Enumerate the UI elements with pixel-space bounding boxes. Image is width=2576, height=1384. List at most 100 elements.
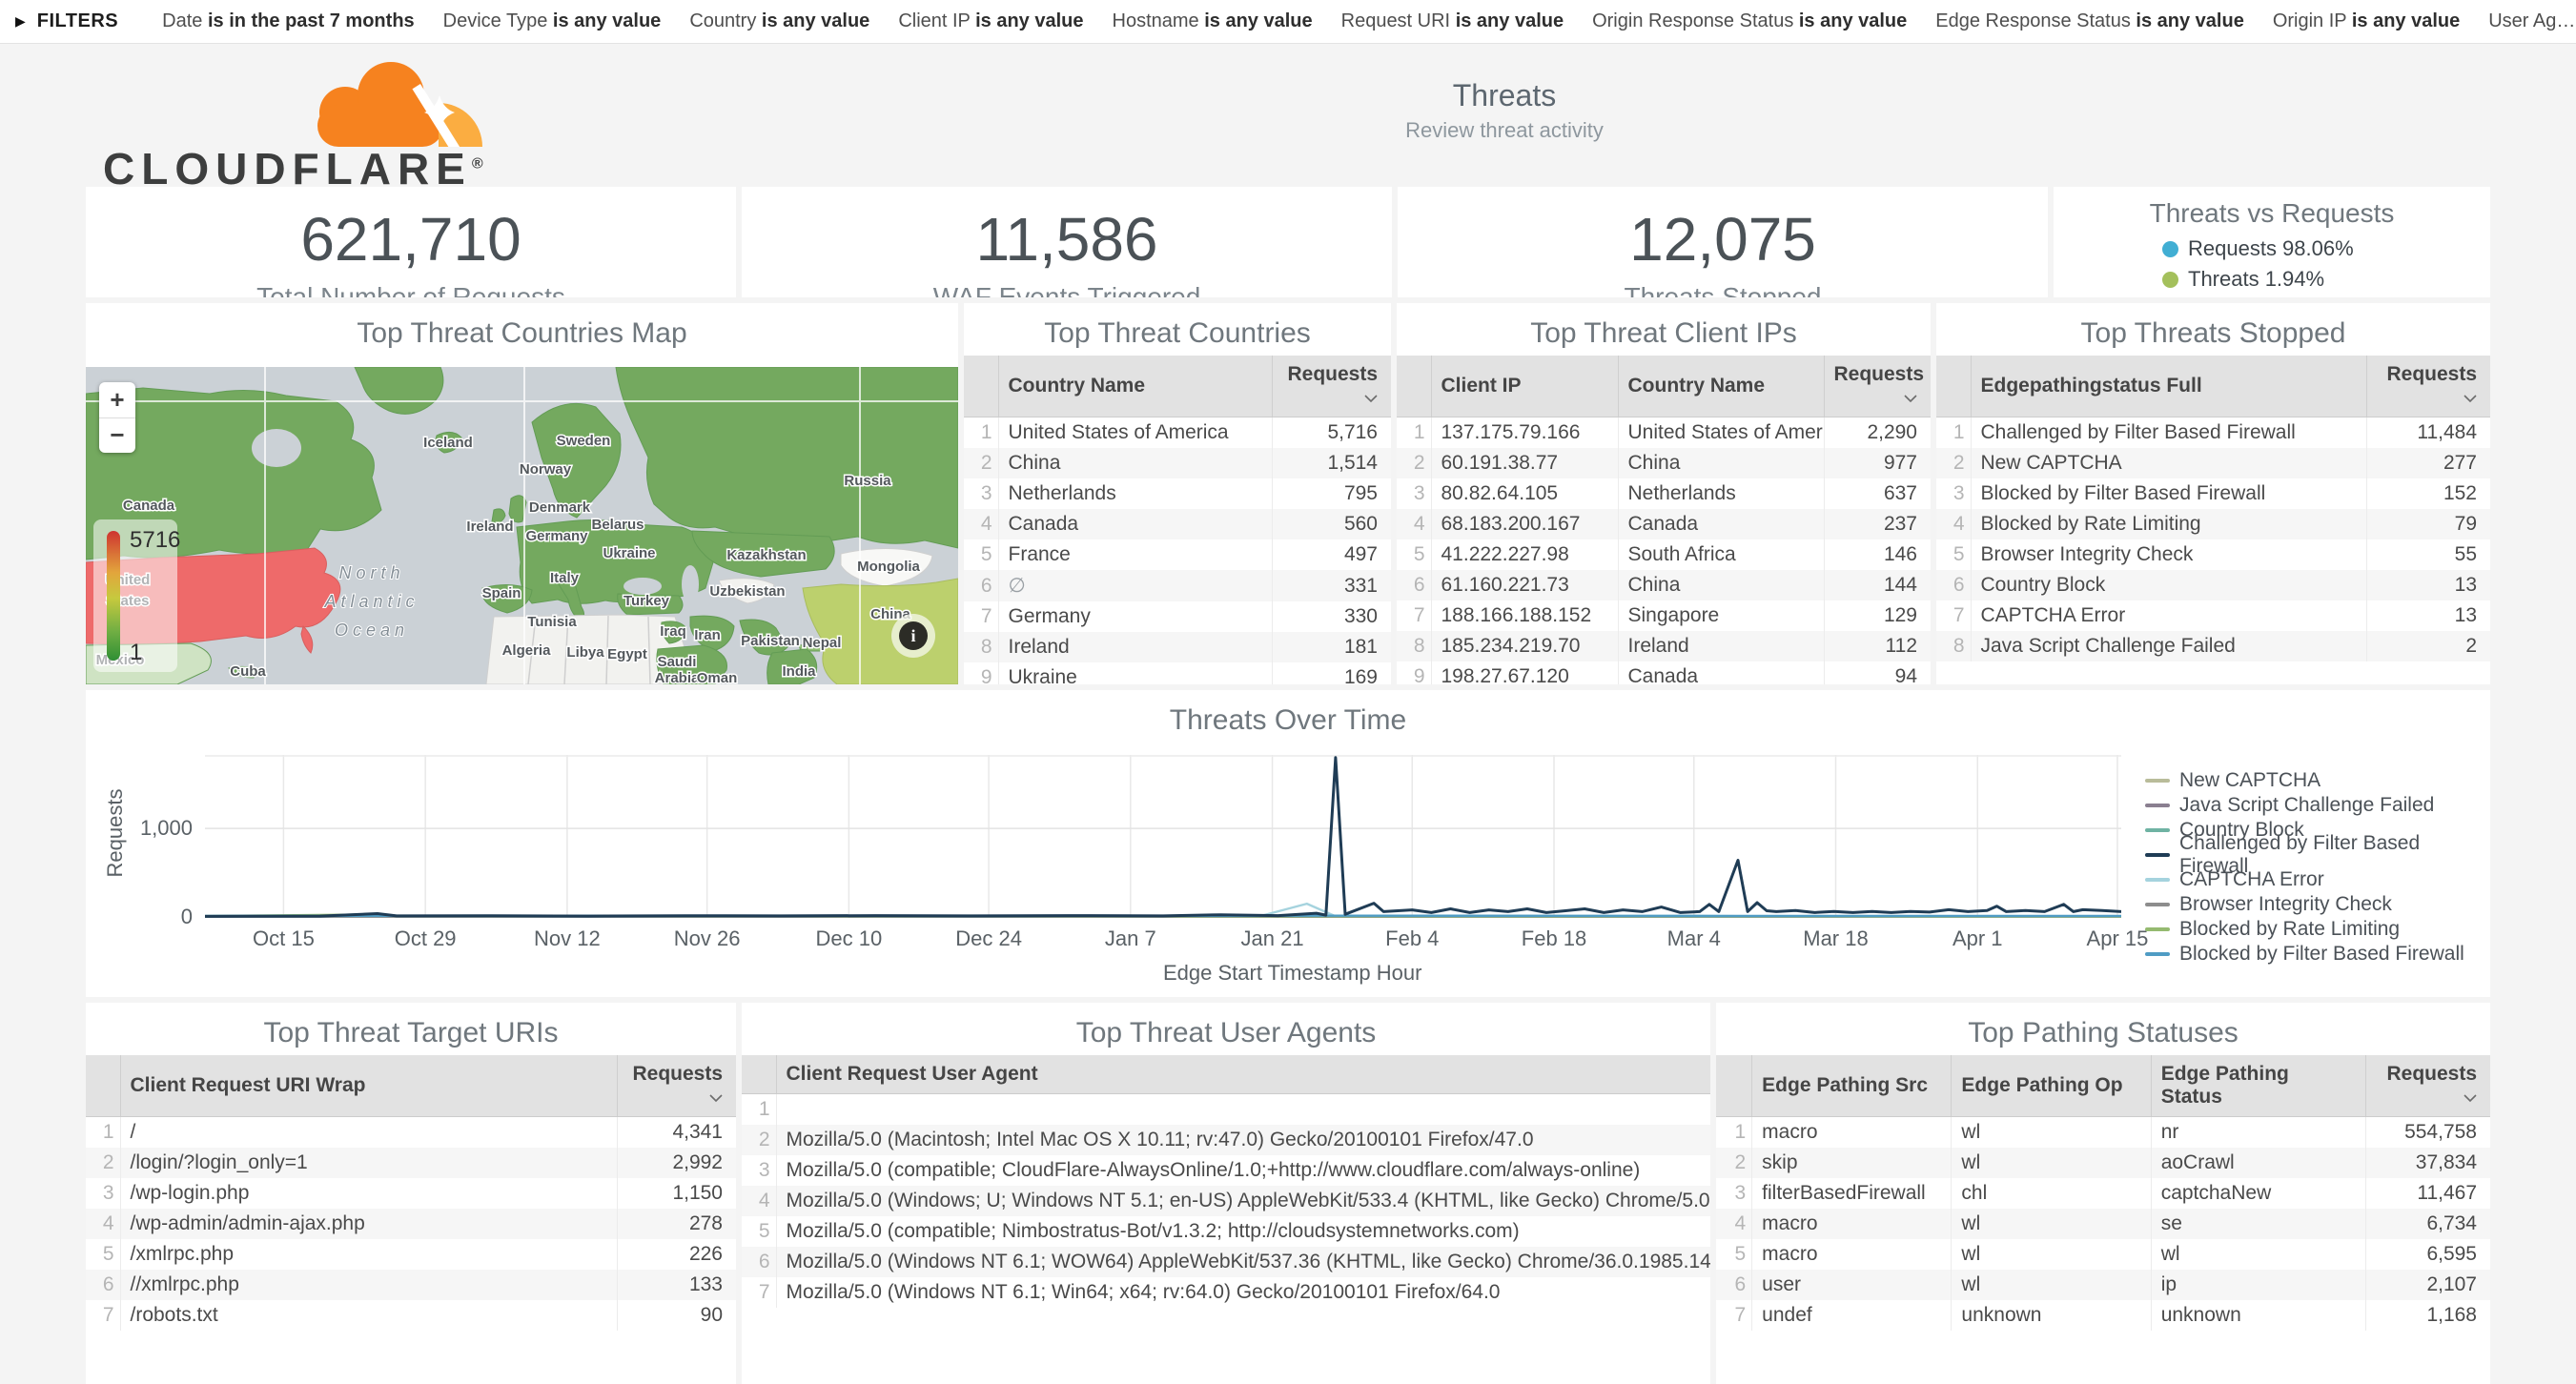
map-label: Uzbekistan: [709, 583, 785, 600]
kpi-value: 12,075: [1398, 204, 2048, 275]
table-cell: Mozilla/5.0 (Windows; U; Windows NT 5.1;…: [776, 1186, 1710, 1216]
filter-item[interactable]: Request URI is any value: [1341, 10, 1564, 31]
x-tick-label: Apr 1: [1920, 926, 2034, 951]
row-rank: 5: [1936, 539, 1971, 570]
line-chart-plot[interactable]: [205, 755, 2121, 921]
table-cell: 13: [2366, 600, 2490, 631]
column-header[interactable]: Requests: [1824, 356, 1931, 417]
table-cell: CAPTCHA Error: [1971, 600, 2366, 631]
map-zoom-in-button[interactable]: +: [99, 382, 135, 418]
table-cell: 226: [617, 1239, 736, 1270]
ocean-label: Ocean: [335, 621, 409, 640]
filter-item[interactable]: Country is any value: [689, 10, 869, 31]
map-zoom-out-button[interactable]: −: [99, 418, 135, 454]
filter-item[interactable]: Origin Response Status is any value: [1592, 10, 1907, 31]
legend-line-swatch-icon: [2145, 878, 2170, 882]
table-cell: Ukraine: [998, 662, 1272, 684]
column-header[interactable]: Edgepathingstatus Full: [1971, 356, 2366, 417]
table-cell: United States of America: [998, 417, 1272, 449]
table-cell: //xmlrpc.php: [120, 1270, 617, 1300]
row-rank: 7: [1716, 1300, 1752, 1331]
table-cell: Canada: [998, 509, 1272, 539]
column-header[interactable]: Edge Pathing Status: [2151, 1055, 2365, 1117]
card-title: Top Threat Countries Map: [86, 303, 958, 356]
chart-legend-item[interactable]: Challenged by Filter Based Firewall: [2145, 845, 2490, 865]
kpi-waf-events: 11,586 WAF Events Triggered: [742, 187, 1392, 297]
world-map[interactable]: CanadaUnitedStatesMexicoCubaIcelandIrela…: [86, 367, 958, 684]
filter-item[interactable]: Device Type is any value: [443, 10, 662, 31]
column-header[interactable]: Requests: [1272, 356, 1391, 417]
column-header[interactable]: Requests: [2366, 356, 2490, 417]
column-header[interactable]: Country Name: [1618, 356, 1824, 417]
table-cell: 60.191.38.77: [1431, 448, 1618, 478]
column-header[interactable]: Edge Pathing Src: [1752, 1055, 1952, 1117]
table-cell: captchaNew: [2151, 1178, 2365, 1209]
table-cell: 2: [2366, 631, 2490, 661]
map-label: Sweden: [557, 433, 611, 449]
row-rank: 8: [1936, 631, 1971, 661]
x-tick-label: Nov 26: [650, 926, 765, 951]
rank-column-header: [742, 1055, 776, 1094]
column-header[interactable]: Country Name: [998, 356, 1272, 417]
filter-item[interactable]: Edge Response Status is any value: [1935, 10, 2244, 31]
card-title: Top Threat Target URIs: [86, 1003, 736, 1055]
map-info-button[interactable]: i: [891, 614, 935, 658]
table-cell: macro: [1752, 1209, 1952, 1239]
rank-column-header: [86, 1055, 120, 1117]
chart-legend-item[interactable]: CAPTCHA Error: [2145, 869, 2490, 889]
filters-expand-caret-icon[interactable]: ▶: [15, 13, 26, 30]
card-title: Top Threat User Agents: [742, 1003, 1710, 1055]
rank-column-header: [1936, 356, 1971, 417]
table-cell: wl: [1952, 1239, 2151, 1270]
table-cell: 278: [617, 1209, 736, 1239]
filter-item[interactable]: Client IP is any value: [898, 10, 1083, 31]
table-cell: Browser Integrity Check: [1971, 539, 2366, 570]
filter-item[interactable]: Date is in the past 7 months: [162, 10, 415, 31]
map-label: Pakistan: [741, 633, 800, 649]
map-label: Nepal: [803, 635, 842, 651]
column-header[interactable]: Requests: [2365, 1055, 2490, 1117]
filter-item[interactable]: Origin IP is any value: [2273, 10, 2460, 31]
table-cell: Ireland: [1618, 631, 1824, 661]
chart-legend-item[interactable]: New CAPTCHA: [2145, 770, 2490, 790]
y-tick-label: 1,000: [107, 816, 193, 841]
chart-legend-item[interactable]: Blocked by Rate Limiting: [2145, 919, 2490, 939]
map-label: Iceland: [423, 435, 473, 451]
filter-item[interactable]: Hostname is any value: [1113, 10, 1313, 31]
table-cell: Ireland: [998, 632, 1272, 662]
filter-items: Date is in the past 7 months Device Type …: [162, 10, 2576, 32]
legend-line-swatch-icon: [2145, 903, 2170, 906]
chart-legend-item[interactable]: Blocked by Filter Based Firewall: [2145, 944, 2490, 964]
column-header[interactable]: Requests: [617, 1055, 736, 1117]
x-axis-label: Edge Start Timestamp Hour: [1163, 961, 1421, 986]
chart-legend-item[interactable]: Java Script Challenge Failed: [2145, 795, 2490, 815]
map-legend-min: 1: [130, 640, 142, 666]
column-header[interactable]: Client Request URI Wrap: [120, 1055, 617, 1117]
column-header[interactable]: Edge Pathing Op: [1952, 1055, 2151, 1117]
row-rank: 4: [1936, 509, 1971, 539]
column-header[interactable]: Client IP: [1431, 356, 1618, 417]
table-cell: 330: [1272, 601, 1391, 632]
row-rank: 6: [964, 570, 998, 601]
filter-item[interactable]: User Agent is any value: [2488, 10, 2576, 31]
column-header[interactable]: Client Request User Agent: [776, 1055, 1710, 1094]
chart-legend-item[interactable]: Browser Integrity Check: [2145, 894, 2490, 914]
row-rank: 1: [1716, 1117, 1752, 1149]
table-cell: 198.27.67.120: [1431, 661, 1618, 684]
row-rank: 5: [964, 539, 998, 570]
row-rank: 1: [86, 1117, 120, 1149]
